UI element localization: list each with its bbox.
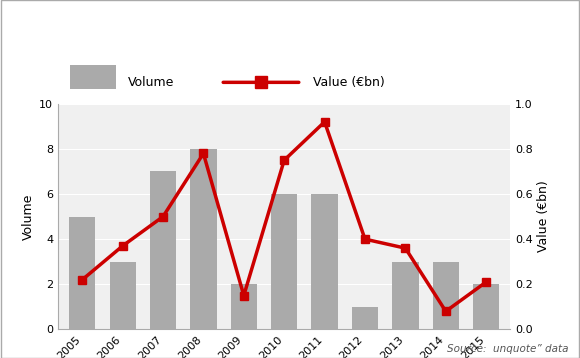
Text: Value (€bn): Value (€bn) — [313, 76, 385, 89]
Bar — [150, 171, 176, 329]
Text: Volume: Volume — [128, 76, 174, 89]
Bar — [433, 262, 459, 329]
Bar — [352, 307, 378, 329]
Text: Source:  unquote” data: Source: unquote” data — [447, 344, 568, 354]
Bar — [311, 194, 338, 329]
Text: Direct secondaries deals, 2005-2015: Direct secondaries deals, 2005-2015 — [231, 21, 563, 39]
Bar — [473, 284, 499, 329]
FancyBboxPatch shape — [70, 65, 116, 89]
Bar — [231, 284, 257, 329]
Y-axis label: Value (€bn): Value (€bn) — [537, 181, 550, 252]
Y-axis label: Volume: Volume — [22, 193, 35, 240]
Bar — [69, 217, 95, 329]
Bar — [110, 262, 136, 329]
Bar — [190, 149, 216, 329]
Bar — [392, 262, 419, 329]
Bar — [271, 194, 298, 329]
